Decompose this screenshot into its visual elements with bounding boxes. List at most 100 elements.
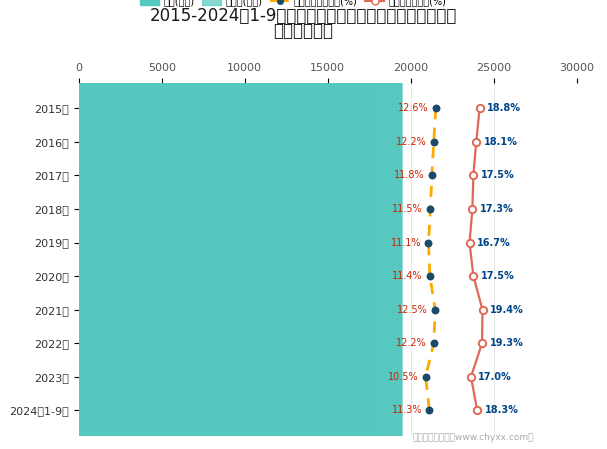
Circle shape — [117, 0, 120, 449]
Circle shape — [95, 0, 100, 449]
Circle shape — [91, 0, 95, 449]
Circle shape — [117, 0, 120, 449]
Circle shape — [203, 0, 212, 449]
Circle shape — [104, 0, 108, 449]
Circle shape — [87, 0, 95, 449]
Circle shape — [195, 0, 203, 449]
Circle shape — [100, 0, 104, 449]
Circle shape — [212, 0, 220, 449]
Circle shape — [294, 0, 303, 449]
Circle shape — [79, 0, 83, 449]
Circle shape — [129, 0, 133, 449]
Circle shape — [87, 0, 91, 449]
Text: 制图：智研咨询（www.chyxx.com）: 制图：智研咨询（www.chyxx.com） — [413, 433, 534, 442]
Circle shape — [344, 0, 353, 449]
Circle shape — [212, 0, 220, 449]
Circle shape — [170, 0, 178, 449]
Point — [469, 273, 478, 280]
Circle shape — [369, 0, 378, 449]
Circle shape — [91, 0, 95, 449]
Circle shape — [91, 0, 95, 449]
Circle shape — [87, 0, 91, 449]
Circle shape — [120, 0, 124, 449]
Circle shape — [87, 0, 91, 449]
Circle shape — [187, 0, 195, 449]
Circle shape — [145, 0, 149, 449]
Circle shape — [108, 0, 112, 449]
Circle shape — [145, 0, 154, 449]
Circle shape — [120, 0, 124, 449]
Circle shape — [228, 0, 237, 449]
Text: 11.1%: 11.1% — [390, 238, 421, 247]
Circle shape — [79, 0, 87, 449]
Point — [427, 172, 436, 179]
Circle shape — [145, 0, 154, 449]
Circle shape — [120, 0, 129, 449]
Circle shape — [187, 0, 195, 449]
Circle shape — [311, 0, 319, 449]
Circle shape — [120, 0, 129, 449]
Circle shape — [100, 0, 104, 449]
Circle shape — [154, 0, 162, 449]
Circle shape — [228, 0, 237, 449]
Circle shape — [91, 0, 95, 449]
Point — [426, 205, 435, 212]
Circle shape — [100, 0, 104, 449]
Circle shape — [203, 0, 212, 449]
Circle shape — [294, 0, 303, 449]
Circle shape — [120, 0, 124, 449]
Circle shape — [79, 0, 83, 449]
Circle shape — [129, 0, 133, 449]
Circle shape — [162, 0, 170, 449]
Circle shape — [212, 0, 220, 449]
Circle shape — [83, 0, 87, 449]
Circle shape — [154, 0, 162, 449]
Circle shape — [83, 0, 87, 449]
Circle shape — [303, 0, 311, 449]
Circle shape — [95, 0, 104, 449]
Circle shape — [112, 0, 120, 449]
Point — [421, 373, 430, 380]
Circle shape — [95, 0, 104, 449]
Circle shape — [228, 0, 237, 449]
Circle shape — [203, 0, 212, 449]
Point — [429, 339, 439, 347]
Circle shape — [253, 0, 262, 449]
Circle shape — [154, 0, 158, 449]
Circle shape — [108, 0, 112, 449]
Circle shape — [117, 0, 120, 449]
Point — [472, 407, 482, 414]
Circle shape — [178, 0, 187, 449]
Circle shape — [170, 0, 178, 449]
Circle shape — [133, 0, 137, 449]
Circle shape — [386, 0, 394, 449]
Circle shape — [220, 0, 228, 449]
Circle shape — [95, 0, 100, 449]
Circle shape — [83, 0, 87, 449]
Circle shape — [112, 0, 120, 449]
Circle shape — [112, 0, 120, 449]
Text: 11.3%: 11.3% — [392, 405, 422, 415]
Circle shape — [129, 0, 137, 449]
Circle shape — [141, 0, 145, 449]
Circle shape — [108, 0, 112, 449]
Circle shape — [220, 0, 228, 449]
Point — [424, 239, 433, 246]
Circle shape — [162, 0, 170, 449]
Circle shape — [203, 0, 212, 449]
Circle shape — [344, 0, 353, 449]
Circle shape — [162, 0, 166, 449]
Circle shape — [87, 0, 95, 449]
Circle shape — [394, 0, 402, 449]
Circle shape — [145, 0, 149, 449]
Circle shape — [319, 0, 328, 449]
Circle shape — [100, 0, 104, 449]
Circle shape — [137, 0, 145, 449]
Circle shape — [129, 0, 133, 449]
Circle shape — [112, 0, 117, 449]
Text: 11.5%: 11.5% — [392, 204, 423, 214]
Circle shape — [133, 0, 137, 449]
Circle shape — [195, 0, 203, 449]
Circle shape — [195, 0, 203, 449]
Circle shape — [87, 0, 91, 449]
